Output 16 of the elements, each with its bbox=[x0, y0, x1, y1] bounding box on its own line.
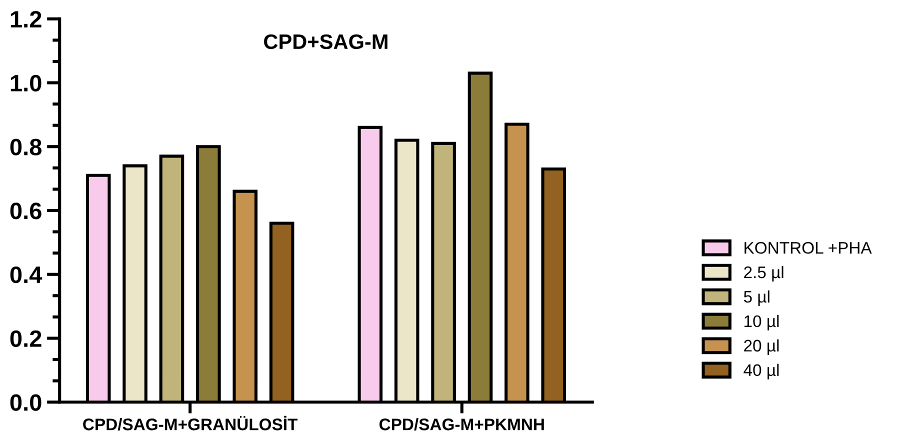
legend-label: 2.5 µl bbox=[744, 266, 784, 282]
legend-label: 5 µl bbox=[744, 290, 770, 306]
text: CPD+SAG-M bbox=[264, 34, 388, 50]
legend-label: 10 µl bbox=[744, 314, 779, 330]
y-tick-label: 0.6 bbox=[10, 202, 42, 220]
x-tick-label: CPD/SAG-M+GRANÜLOSİT bbox=[83, 416, 298, 431]
y-tick-label: 1.2 bbox=[10, 10, 42, 28]
y-tick-label: 0.0 bbox=[10, 394, 42, 411]
y-tick-label: 0.4 bbox=[10, 266, 42, 284]
legend-label: 20 µl bbox=[744, 339, 779, 355]
y-tick-label: 0.8 bbox=[10, 138, 42, 156]
legend-label: 40 µl bbox=[744, 364, 779, 380]
y-tick-label: 1.0 bbox=[10, 74, 42, 92]
y-tick-label: 0.2 bbox=[10, 330, 42, 348]
legend-label: KONTROL +PHA bbox=[744, 242, 872, 254]
x-tick-label: CPD/SAG-M+PKMNH bbox=[379, 418, 544, 431]
